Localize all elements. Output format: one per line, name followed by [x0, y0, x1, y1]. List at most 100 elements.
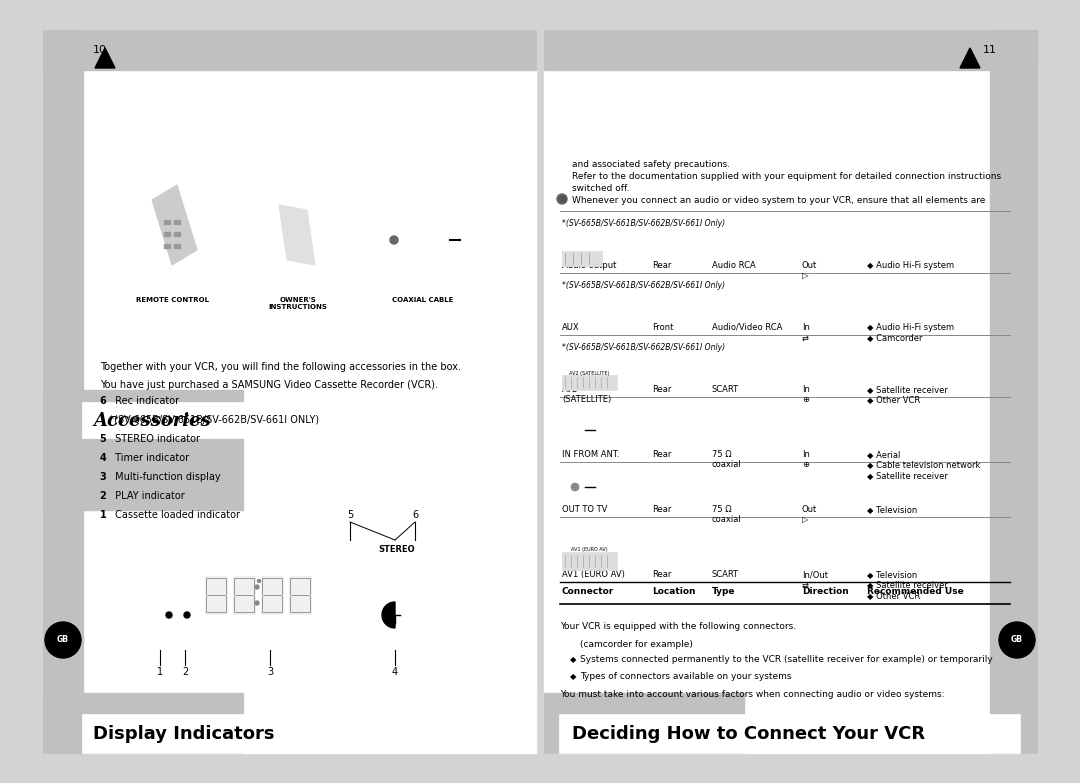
- Bar: [289, 576, 311, 614]
- Text: You must take into account various factors when connecting audio or video system: You must take into account various facto…: [561, 690, 945, 699]
- Text: Front: Front: [652, 323, 673, 332]
- Text: In
⇄: In ⇄: [802, 323, 810, 342]
- Text: AV2 (SATELLITE): AV2 (SATELLITE): [569, 371, 609, 376]
- Polygon shape: [382, 602, 395, 628]
- Text: ◆ Television: ◆ Television: [867, 505, 917, 514]
- Text: AV2
(SATELLITE): AV2 (SATELLITE): [562, 385, 611, 404]
- Text: Audio RCA: Audio RCA: [712, 261, 756, 270]
- Text: 11: 11: [983, 45, 997, 55]
- Circle shape: [257, 579, 260, 583]
- Bar: [164, 244, 170, 248]
- Text: SCART: SCART: [712, 385, 739, 394]
- Text: switched off.: switched off.: [572, 184, 630, 193]
- Text: 3: 3: [100, 472, 110, 482]
- Bar: [174, 220, 180, 224]
- Text: ●: ●: [557, 194, 567, 204]
- Text: Your VCR is equipped with the following connectors.: Your VCR is equipped with the following …: [561, 622, 796, 631]
- Text: STEREO indicator: STEREO indicator: [112, 434, 200, 444]
- Polygon shape: [279, 205, 315, 265]
- Text: 5: 5: [347, 510, 353, 520]
- Bar: [990, 30, 1037, 753]
- Text: 75 Ω
coaxial: 75 Ω coaxial: [712, 505, 742, 525]
- Circle shape: [600, 307, 612, 319]
- Bar: [544, 693, 744, 753]
- Text: *(SV-665B/SV-661B/SV-662B/SV-661I Only): *(SV-665B/SV-661B/SV-662B/SV-661I Only): [562, 343, 725, 352]
- Bar: [205, 576, 227, 614]
- Text: Rear: Rear: [652, 385, 672, 394]
- Text: Timer indicator: Timer indicator: [112, 453, 189, 463]
- Text: *(SV-665B/SV-661B/SV-662B/SV-661I Only): *(SV-665B/SV-661B/SV-662B/SV-661I Only): [562, 281, 725, 290]
- Text: Recommended Use: Recommended Use: [867, 587, 963, 597]
- Bar: [544, 30, 1037, 753]
- Bar: [562, 552, 617, 570]
- Text: ◆ Audio Hi-Fi system: ◆ Audio Hi-Fi system: [867, 261, 954, 270]
- Text: Direction: Direction: [802, 587, 849, 597]
- Circle shape: [382, 602, 408, 628]
- Text: 6: 6: [411, 510, 418, 520]
- Text: Location: Location: [652, 587, 696, 597]
- Text: ◆ Satellite receiver
◆ Other VCR: ◆ Satellite receiver ◆ Other VCR: [867, 385, 948, 404]
- Text: Connector: Connector: [562, 587, 615, 597]
- Text: STEREO: STEREO: [379, 546, 416, 554]
- Text: Out
▷: Out ▷: [802, 505, 818, 525]
- Text: AUX: AUX: [562, 323, 580, 332]
- Bar: [233, 576, 255, 614]
- Circle shape: [390, 236, 399, 244]
- Text: ◆ Aerial
◆ Cable television network
◆ Satellite receiver: ◆ Aerial ◆ Cable television network ◆ Sa…: [867, 450, 981, 480]
- Text: Refer to the documentation supplied with your equipment for detailed connection : Refer to the documentation supplied with…: [572, 172, 1001, 181]
- Bar: [562, 251, 602, 266]
- Bar: [561, 715, 1020, 753]
- Text: COAXIAL CABLE: COAXIAL CABLE: [392, 297, 454, 303]
- Bar: [43, 30, 83, 753]
- Text: 6: 6: [100, 396, 110, 406]
- Bar: [43, 30, 536, 753]
- Text: Audio output: Audio output: [562, 261, 617, 270]
- Text: Type: Type: [712, 587, 735, 597]
- Text: GB: GB: [1011, 636, 1023, 644]
- Circle shape: [157, 607, 173, 623]
- Circle shape: [184, 612, 190, 618]
- Text: Cassette loaded indicator: Cassette loaded indicator: [112, 510, 240, 520]
- Text: Rear: Rear: [652, 261, 672, 270]
- Text: Rec indicator: Rec indicator: [112, 396, 179, 406]
- Text: *(SV-665B/SV-661B/SV-662B/SV-661I ONLY): *(SV-665B/SV-661B/SV-662B/SV-661I ONLY): [100, 415, 319, 425]
- Text: ◆: ◆: [570, 672, 577, 681]
- Bar: [43, 30, 536, 70]
- Circle shape: [166, 612, 172, 618]
- Bar: [83, 403, 483, 438]
- Text: PLAY indicator: PLAY indicator: [112, 491, 185, 501]
- Text: Together with your VCR, you will find the following accessories in the box.: Together with your VCR, you will find th…: [100, 362, 461, 372]
- Bar: [174, 244, 180, 248]
- Text: Multi-function display: Multi-function display: [112, 472, 220, 482]
- Bar: [114, 175, 230, 305]
- Circle shape: [582, 307, 594, 319]
- Circle shape: [175, 607, 191, 623]
- Text: Rear: Rear: [652, 570, 672, 579]
- Text: GB: GB: [57, 636, 69, 644]
- Text: Rear: Rear: [652, 450, 672, 459]
- Text: OWNER'S
INSTRUCTIONS: OWNER'S INSTRUCTIONS: [268, 297, 327, 310]
- Bar: [174, 232, 180, 236]
- Text: Whenever you connect an audio or video system to your VCR, ensure that all eleme: Whenever you connect an audio or video s…: [572, 196, 985, 205]
- Text: 3: 3: [267, 667, 273, 677]
- Circle shape: [557, 194, 567, 204]
- Text: Audio/Video RCA: Audio/Video RCA: [712, 323, 782, 332]
- Text: OUT TO TV: OUT TO TV: [562, 505, 607, 514]
- Text: In
⊕: In ⊕: [802, 450, 810, 469]
- Text: 1: 1: [157, 667, 163, 677]
- Circle shape: [565, 420, 585, 440]
- Text: Out
▷: Out ▷: [802, 261, 818, 280]
- Text: 1: 1: [100, 510, 110, 520]
- Circle shape: [564, 307, 576, 319]
- Text: IN FROM ANT.: IN FROM ANT.: [562, 450, 620, 459]
- Text: 75 Ω
coaxial: 75 Ω coaxial: [712, 450, 742, 469]
- Text: AV1 (EURO AV): AV1 (EURO AV): [570, 547, 607, 552]
- Text: REMOTE CONTROL: REMOTE CONTROL: [136, 297, 210, 303]
- Text: (camcorder for example): (camcorder for example): [580, 640, 693, 649]
- Bar: [43, 390, 243, 510]
- Text: Systems connected permanently to the VCR (satellite receiver for example) or tem: Systems connected permanently to the VCR…: [580, 655, 993, 664]
- Text: 10: 10: [93, 45, 107, 55]
- Text: In
⊕: In ⊕: [802, 385, 810, 404]
- Circle shape: [565, 477, 585, 497]
- Bar: [544, 30, 1037, 70]
